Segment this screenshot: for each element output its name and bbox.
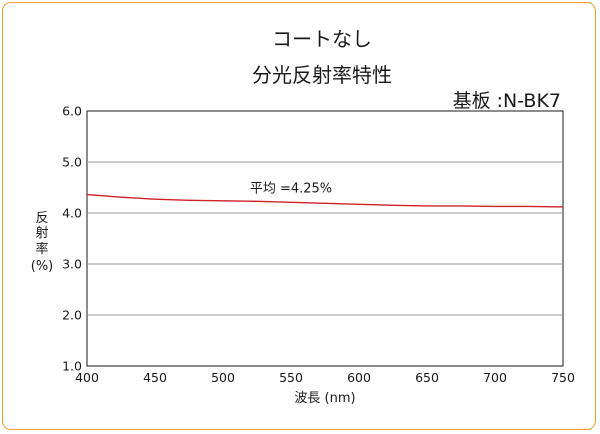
chart-subtitle: 分光反射率特性 [252, 63, 392, 87]
grid-lines [87, 161, 563, 316]
x-tick-label: 600 [347, 370, 371, 385]
y-axis-label: 反 射 率 (%) [31, 211, 54, 274]
x-tick-label: 750 [551, 370, 575, 385]
y-axis-label-unit: (%) [31, 259, 54, 274]
x-axis-label: 波長 (nm) [294, 391, 355, 406]
y-tick-label: 1.0 [62, 359, 82, 374]
y-tick-label: 5.0 [62, 155, 82, 170]
plot-area [86, 110, 564, 367]
y-axis-label-char: 射 [35, 225, 48, 241]
x-tick-label: 650 [415, 370, 439, 385]
y-axis-label-char: 率 [35, 241, 48, 257]
x-tick-label: 500 [211, 370, 235, 385]
y-tick-label: 3.0 [62, 257, 82, 272]
substrate-label: 基板 :N-BK7 [453, 90, 561, 112]
chart-frame [2, 2, 596, 430]
x-tick-label: 450 [143, 370, 167, 385]
x-tick-label: 700 [483, 370, 507, 385]
y-tick-label: 4.0 [62, 206, 82, 221]
series-group [86, 193, 564, 208]
average-annotation: 平均 =4.25% [250, 182, 332, 197]
x-tick-labels: 400 450 500 550 600 650 700 750 [75, 370, 575, 385]
series-line [86, 193, 564, 208]
y-tick-label: 6.0 [62, 104, 82, 119]
x-tick-label: 400 [75, 370, 99, 385]
y-axis-label-char: 反 [35, 211, 48, 226]
x-tick-label: 550 [279, 370, 303, 385]
chart-title: コートなし [272, 27, 372, 51]
y-tick-labels: 1.0 2.0 3.0 4.0 5.0 6.0 [62, 104, 82, 374]
y-tick-label: 2.0 [62, 308, 82, 323]
